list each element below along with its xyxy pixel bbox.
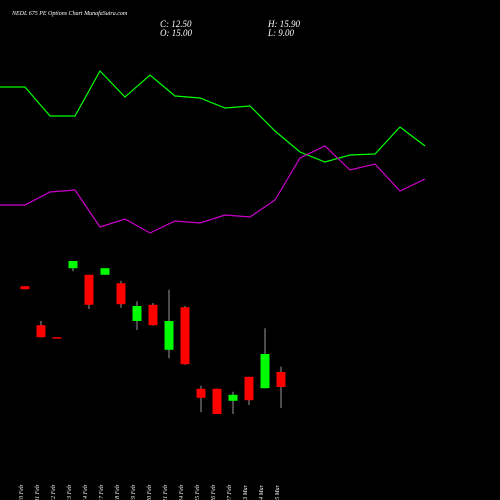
x-tick-label: 14 Feb bbox=[82, 485, 89, 500]
x-tick-label: 20 Feb bbox=[147, 485, 153, 500]
x-tick-label: 12 Feb bbox=[51, 485, 57, 500]
low-info: L: 9.00 bbox=[267, 28, 295, 38]
x-tick-label: 05 Mar bbox=[275, 484, 281, 500]
x-tick-label: 10 Feb bbox=[19, 485, 25, 500]
indicator-line bbox=[0, 145, 426, 234]
x-tick-label: 24 Feb bbox=[178, 485, 185, 500]
open-info: O: 15.00 bbox=[160, 28, 192, 38]
candle-body bbox=[100, 268, 110, 275]
x-tick-label: 25 Feb bbox=[195, 485, 201, 500]
x-tick-label: 27 Feb bbox=[227, 485, 233, 500]
x-tick-label: 03 Mar bbox=[243, 484, 249, 500]
candle-body bbox=[196, 388, 206, 398]
candle-body bbox=[116, 283, 126, 305]
x-tick-label: 19 Feb bbox=[131, 485, 137, 500]
candle-body bbox=[212, 388, 222, 414]
candle-body bbox=[132, 306, 142, 321]
x-tick-label: 04 Mar bbox=[258, 484, 265, 500]
x-tick-label: 26 Feb bbox=[211, 485, 217, 500]
chart-title: NEDL 675 PE Options Chart MunafaSutra.co… bbox=[11, 10, 128, 17]
candle-body bbox=[52, 337, 62, 339]
candle-body bbox=[164, 321, 174, 350]
candle-body bbox=[260, 354, 270, 389]
candle-body bbox=[244, 376, 254, 401]
x-tick-label: 13 Feb bbox=[67, 485, 73, 500]
indicator-line bbox=[0, 69, 426, 163]
candle-body bbox=[180, 307, 190, 365]
x-tick-label: 17 Feb bbox=[99, 485, 105, 500]
x-tick-label: 11 Feb bbox=[35, 485, 41, 500]
x-tick-label: 21 Feb bbox=[163, 485, 169, 500]
candle-body bbox=[228, 394, 238, 401]
candle-body bbox=[36, 325, 46, 338]
candle-body bbox=[84, 274, 94, 305]
candle-body bbox=[148, 304, 158, 326]
candle-body bbox=[20, 286, 30, 290]
close-info: C: 12.50 bbox=[160, 19, 192, 29]
candle-body bbox=[276, 372, 286, 387]
candle-body bbox=[68, 261, 78, 269]
high-info: H: 15.90 bbox=[267, 19, 300, 29]
x-tick-label: 18 Feb bbox=[115, 485, 121, 500]
